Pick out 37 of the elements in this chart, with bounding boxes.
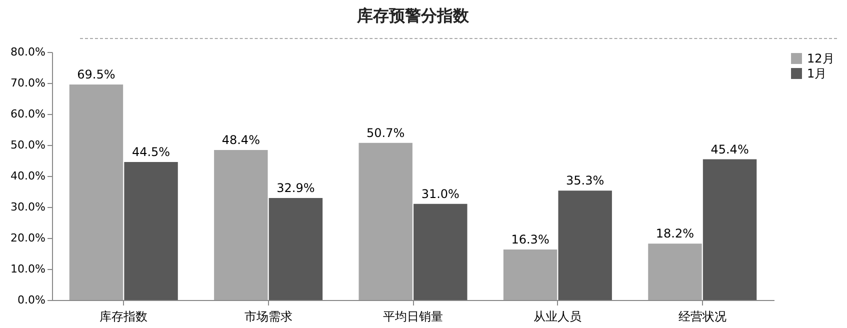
- x-tick-label: 库存指数: [100, 310, 148, 324]
- bar: [214, 150, 268, 300]
- x-tick-label: 经营状况: [678, 310, 726, 324]
- y-tick-label: 20.0%: [10, 232, 46, 244]
- y-tick-label: 60.0%: [10, 108, 46, 120]
- legend-label: 1月: [807, 66, 827, 80]
- data-label: 35.3%: [566, 174, 604, 188]
- y-tick-label: 30.0%: [10, 200, 46, 214]
- bar: [558, 190, 612, 300]
- bar: [358, 142, 412, 300]
- y-tick-label: 70.0%: [10, 76, 46, 90]
- data-label: 31.0%: [421, 186, 460, 201]
- data-label: 48.4%: [222, 132, 260, 147]
- data-label: 16.3%: [511, 232, 550, 246]
- bar: [503, 249, 558, 300]
- y-tick-label: 0.0%: [18, 294, 46, 306]
- chart-title: 库存预警分指数: [356, 6, 470, 25]
- x-tick-label: 从业人员: [534, 310, 582, 324]
- y-tick-label: 40.0%: [10, 170, 46, 182]
- data-label: 44.5%: [132, 145, 170, 160]
- y-tick-label: 10.0%: [10, 262, 46, 276]
- data-label: 32.9%: [276, 181, 315, 196]
- bar: [648, 244, 702, 300]
- bar: [124, 162, 178, 300]
- x-tick-label: 市场需求: [244, 310, 292, 324]
- data-label: 69.5%: [77, 68, 116, 82]
- bar: [702, 159, 757, 300]
- y-tick-label: 50.0%: [10, 138, 46, 152]
- bar: [414, 204, 468, 300]
- bar: [268, 198, 323, 300]
- legend-label: 12月: [807, 52, 834, 66]
- data-label: 45.4%: [710, 142, 749, 156]
- data-label: 18.2%: [656, 226, 694, 241]
- data-label: 50.7%: [366, 126, 405, 140]
- y-tick-label: 80.0%: [10, 46, 46, 58]
- x-tick-label: 平均日销量: [383, 310, 443, 324]
- bar: [69, 84, 124, 300]
